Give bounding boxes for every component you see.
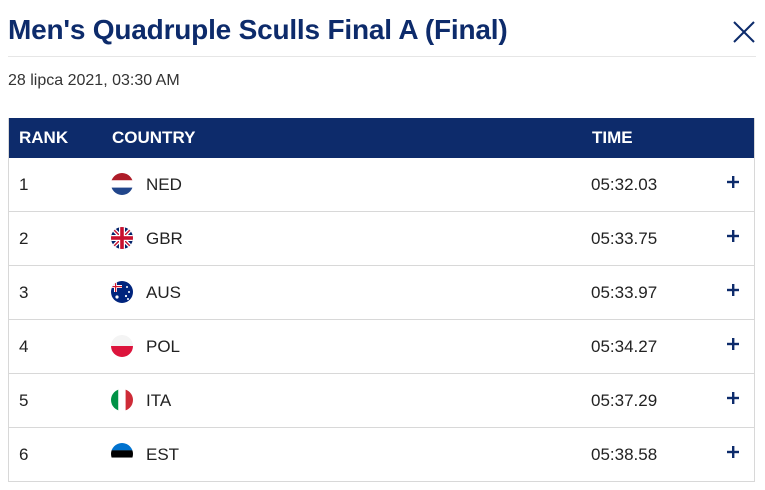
time-cell: 05:33.75: [591, 229, 658, 248]
flag-ita-icon: [111, 389, 133, 411]
event-date: 28 lipca 2021, 03:30 AM: [8, 72, 180, 89]
rank-cell: 2: [19, 229, 29, 248]
column-header-rank: RANK: [19, 128, 69, 147]
flag-pol-icon: [111, 335, 133, 357]
flag-gbr-icon: [111, 227, 133, 249]
flag-ned-icon: [111, 173, 133, 195]
flag-aus-icon: [111, 281, 133, 303]
time-cell: 05:38.58: [591, 445, 658, 464]
table-row: 2 GBR 05:33.75: [9, 211, 754, 265]
country-cell: NED: [146, 175, 182, 194]
table-row: 6 EST 05:38.58: [9, 427, 754, 481]
country-cell: EST: [146, 445, 180, 464]
rank-cell: 1: [19, 175, 29, 194]
expand-row-button[interactable]: [725, 228, 741, 244]
time-cell: 05:37.29: [591, 391, 658, 410]
plus-icon: [727, 230, 739, 242]
column-header-country: COUNTRY: [112, 128, 196, 147]
dialog-title: Men's Quadruple Sculls Final A (Final): [8, 14, 508, 45]
rank-cell: 4: [19, 337, 29, 356]
country-cell: AUS: [146, 283, 181, 302]
table-row: 3 AUS 05:33.97: [9, 265, 754, 319]
table-row: 5 ITA 05:37.29: [9, 373, 754, 427]
expand-row-button[interactable]: [725, 282, 741, 298]
rank-cell: 5: [19, 391, 29, 410]
close-icon: [733, 21, 755, 43]
plus-icon: [727, 446, 739, 458]
country-cell: ITA: [146, 391, 172, 410]
country-cell: GBR: [146, 229, 183, 248]
column-header-time: TIME: [592, 128, 633, 147]
expand-row-button[interactable]: [725, 336, 741, 352]
table-row: 4 POL 05:34.27: [9, 319, 754, 373]
expand-row-button[interactable]: [725, 174, 741, 190]
plus-icon: [727, 392, 739, 404]
results-table: RANK COUNTRY TIME 1 NED 05:32.03 2 GBR 05:33.…: [8, 118, 755, 482]
title-divider: [8, 56, 756, 57]
plus-icon: [727, 284, 739, 296]
rank-cell: 3: [19, 283, 29, 302]
expand-row-button[interactable]: [725, 390, 741, 406]
plus-icon: [727, 338, 739, 350]
expand-row-button[interactable]: [725, 444, 741, 460]
time-cell: 05:33.97: [591, 283, 658, 302]
rank-cell: 6: [19, 445, 29, 464]
country-cell: POL: [146, 337, 181, 356]
plus-icon: [727, 176, 739, 188]
table-header: RANK COUNTRY TIME: [9, 118, 754, 158]
time-cell: 05:34.27: [591, 337, 658, 356]
flag-est-icon: [111, 443, 133, 465]
close-button[interactable]: [730, 18, 758, 46]
table-row: 1 NED 05:32.03: [9, 158, 754, 211]
time-cell: 05:32.03: [591, 175, 658, 194]
